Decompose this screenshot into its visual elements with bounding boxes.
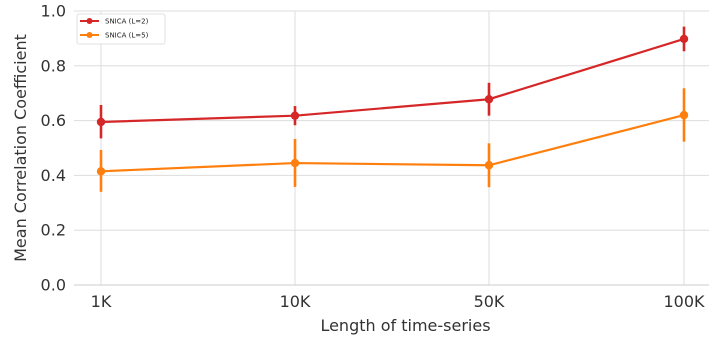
data-point xyxy=(484,95,494,104)
legend: SNICA (L=2) SNICA (L=5) xyxy=(76,13,166,45)
data-point xyxy=(290,158,300,168)
y-tick-label: 0.2 xyxy=(41,221,66,240)
legend-item: SNICA (L=2) xyxy=(80,18,149,26)
series-layer xyxy=(96,26,689,192)
x-tick-label: 50K xyxy=(474,292,505,311)
y-tick-label: 0.8 xyxy=(41,56,66,75)
data-point xyxy=(679,34,689,44)
data-point xyxy=(679,110,689,120)
legend-label: SNICA (L=2) xyxy=(105,18,149,26)
series-line xyxy=(100,37,685,124)
y-tick-label: 0.6 xyxy=(41,111,66,130)
data-point xyxy=(290,111,300,120)
x-tick-label: 10K xyxy=(280,292,311,311)
x-tick-labels: 1K 10K 50K 100K xyxy=(91,292,705,311)
grid xyxy=(74,10,709,285)
data-point xyxy=(484,161,494,170)
legend-marker xyxy=(86,32,93,38)
legend-label: SNICA (L=5) xyxy=(105,32,149,40)
y-tick-label: 0.4 xyxy=(41,166,66,185)
x-tick-label: 100K xyxy=(663,292,705,311)
series-1 xyxy=(96,26,689,139)
y-axis-label: Mean Correlation Coefficient xyxy=(11,34,30,262)
legend-item: SNICA (L=5) xyxy=(80,32,149,40)
series-line xyxy=(100,114,685,173)
x-tick-label: 1K xyxy=(91,292,112,311)
x-axis-label: Length of time-series xyxy=(320,316,490,335)
data-point xyxy=(96,167,106,176)
y-tick-labels: 0.0 0.2 0.4 0.6 0.8 1.0 xyxy=(41,2,66,295)
y-tick-label: 1.0 xyxy=(41,2,66,21)
series-2 xyxy=(96,88,689,192)
data-point xyxy=(96,117,106,127)
y-tick-label: 0.0 xyxy=(41,276,66,295)
legend-marker xyxy=(86,18,93,24)
